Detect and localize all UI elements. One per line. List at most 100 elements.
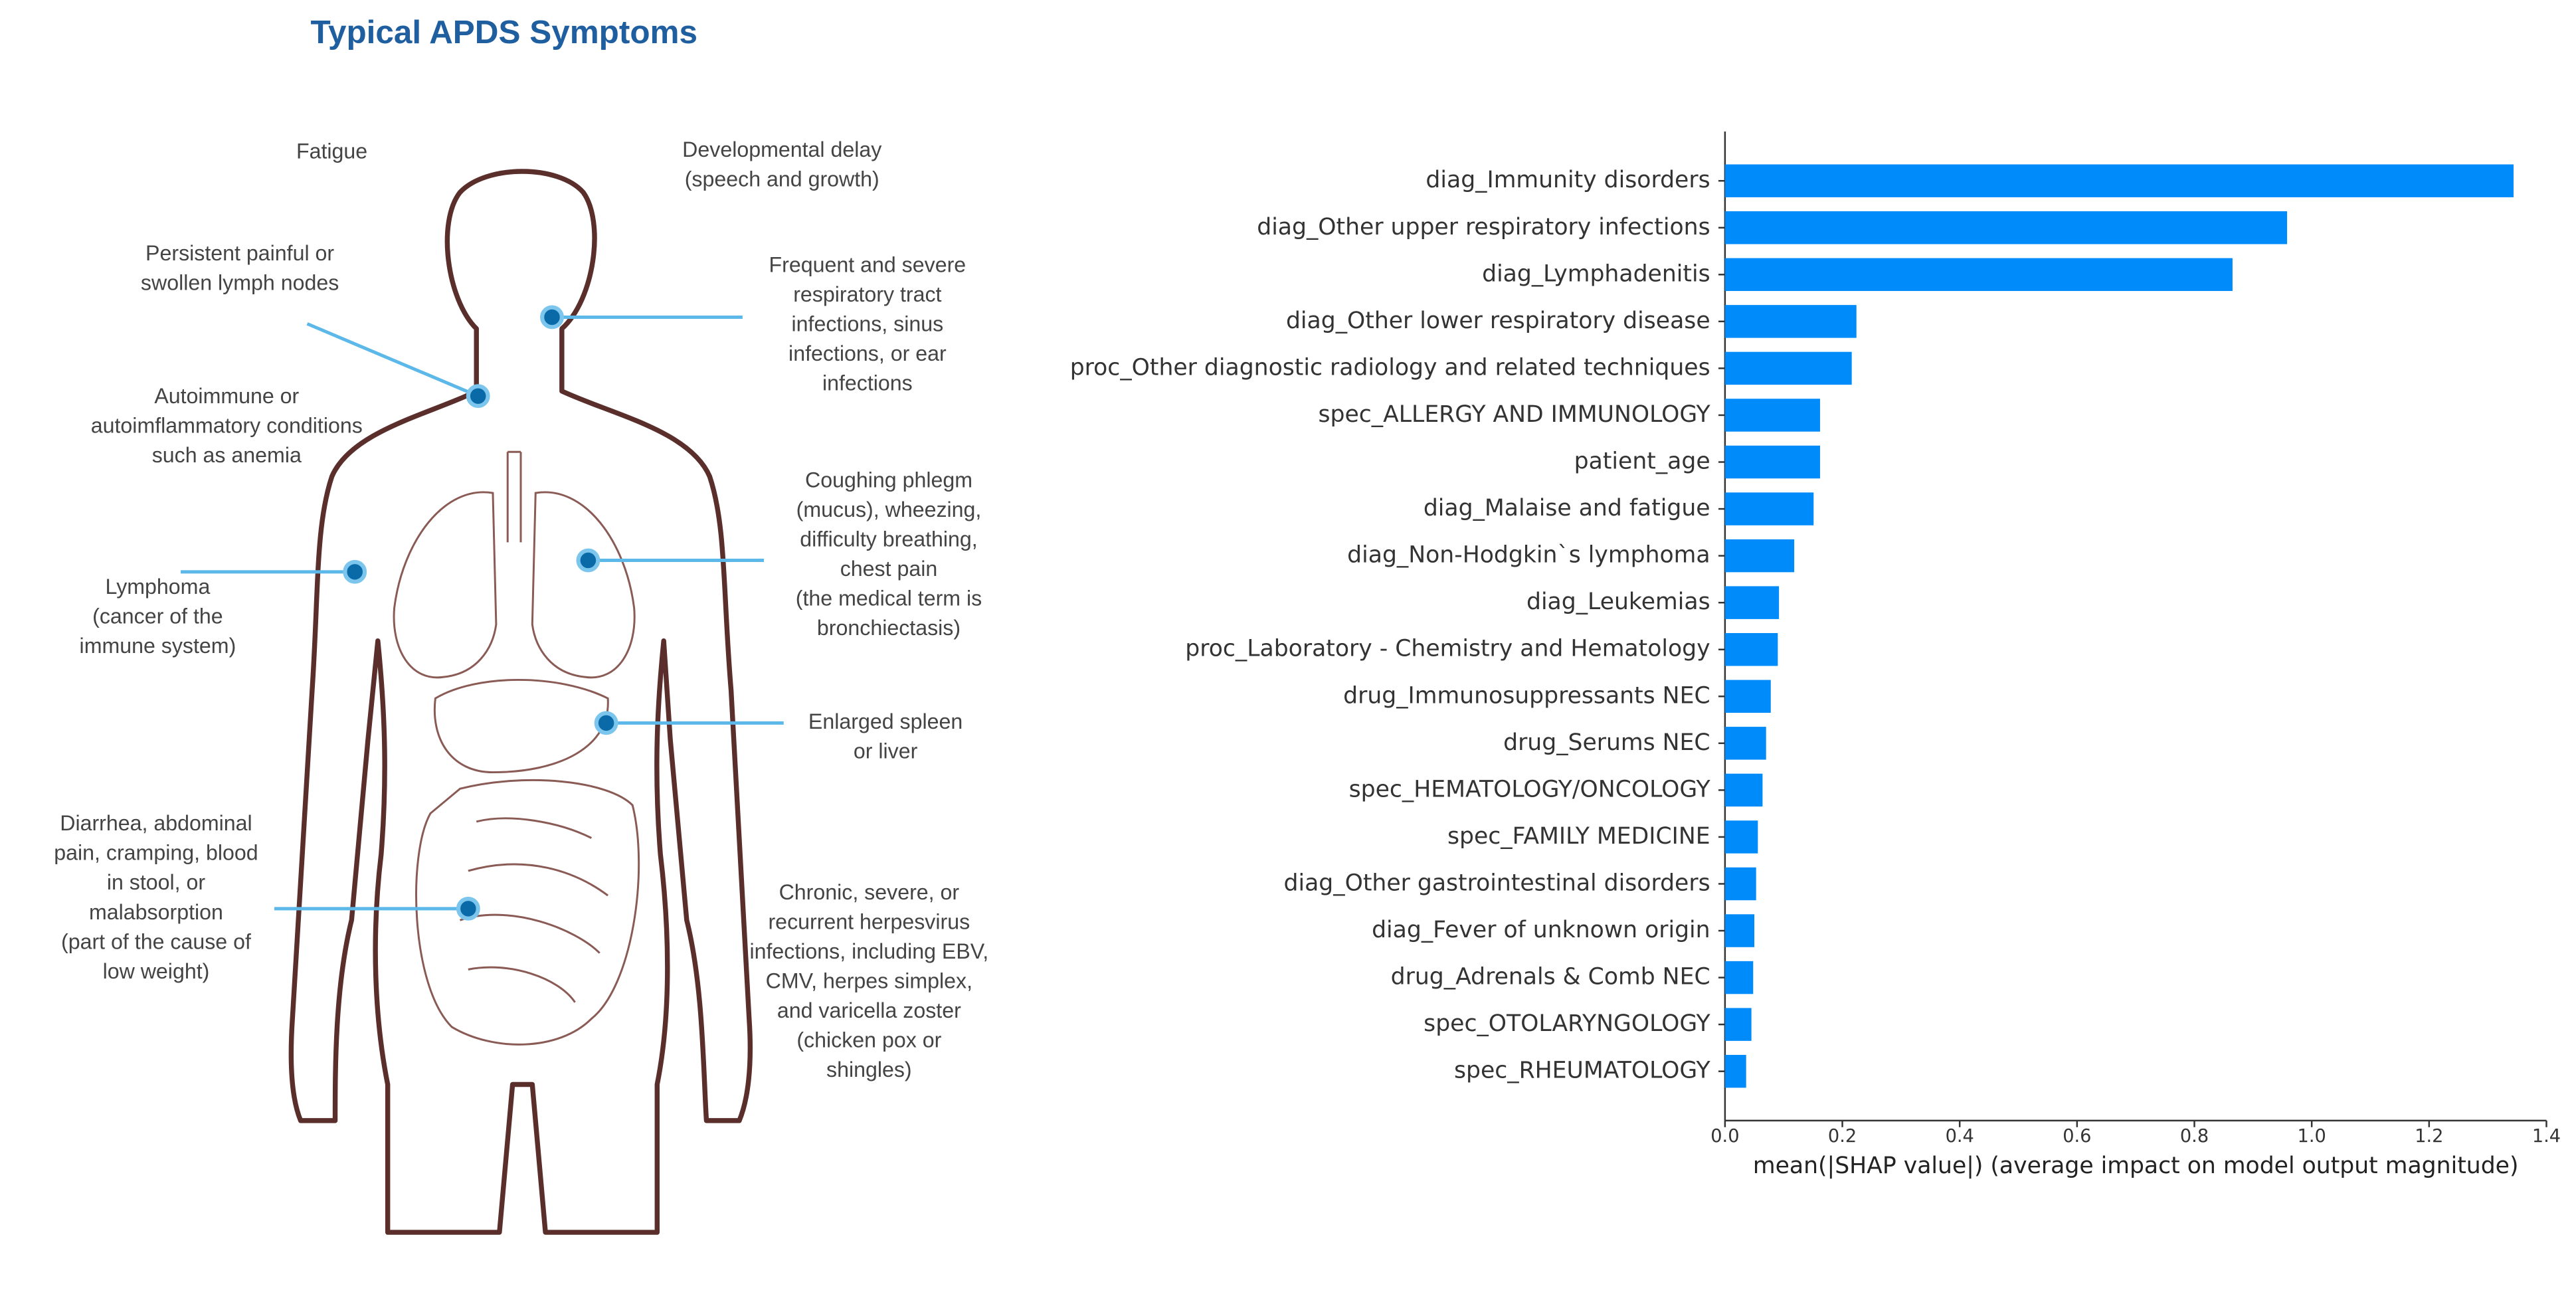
symptom-label: Fatigue (296, 140, 367, 163)
x-tick-label: 1.2 (2415, 1126, 2443, 1147)
bar (1724, 445, 1820, 479)
pointer-dot (540, 305, 564, 329)
x-tick-label: 0.8 (2180, 1126, 2209, 1147)
pointer-dot (594, 711, 618, 735)
bar (1724, 351, 1852, 385)
y-tick-label: drug_Adrenals & Comb NEC (1391, 964, 1710, 990)
pointer-dot (343, 559, 367, 584)
symptom-label: or liver (854, 739, 918, 763)
symptom-label: Lymphoma (106, 575, 211, 599)
symptom-label: (the medical term is (796, 586, 982, 610)
pointers (181, 305, 784, 921)
y-tick-label: drug_Serums NEC (1503, 729, 1710, 756)
bar (1724, 258, 2233, 292)
bar (1724, 914, 1755, 947)
symptom-label: immune system) (80, 634, 236, 658)
left-lung (393, 491, 498, 679)
organs (393, 450, 640, 1046)
x-tick-label: 0.6 (2063, 1126, 2091, 1147)
symptom-label: respiratory tract (793, 282, 941, 306)
y-tick-label: spec_HEMATOLOGY/ONCOLOGY (1349, 776, 1711, 802)
symptom-label: Coughing phlegm (805, 468, 972, 492)
bar (1724, 305, 1857, 338)
symptom-label: Persistent painful or (145, 241, 334, 265)
bar (1724, 820, 1758, 854)
right-lung (531, 491, 636, 679)
symptom-label: low weight) (103, 959, 210, 983)
symptom-label: Enlarged spleen (808, 709, 963, 733)
symptom-label: swollen lymph nodes (141, 271, 339, 295)
symptom-label: Frequent and severe (769, 252, 966, 276)
x-tick-label: 0.2 (1828, 1126, 1857, 1147)
bar (1724, 492, 1814, 525)
symptom-label: pain, cramping, blood (54, 841, 258, 865)
symptom-label: such as anemia (152, 443, 302, 467)
symptom-label: autoimflammatory conditions (91, 414, 363, 438)
y-tick-label: diag_Other upper respiratory infections (1257, 214, 1710, 240)
intestines (415, 779, 640, 1046)
y-tick-label: diag_Lymphadenitis (1482, 260, 1710, 287)
bar (1724, 727, 1766, 760)
y-tick-label: spec_ALLERGY AND IMMUNOLOGY (1318, 401, 1710, 428)
symptom-label: in stool, or (107, 870, 206, 894)
diagram-title: Typical APDS Symptoms (310, 14, 697, 50)
symptom-label: infections, including EBV, (749, 939, 988, 963)
diagram: Typical APDS Symptoms (181, 14, 784, 1235)
bar (1724, 961, 1754, 994)
pointer-dot (456, 896, 480, 921)
symptom-label: difficulty breathing, (800, 527, 977, 551)
symptom-label: Developmental delay (682, 138, 881, 161)
x-axis-label: mean(|SHAP value|) (average impact on mo… (1753, 1153, 2519, 1179)
symptom-label: bronchiectasis) (817, 616, 961, 640)
bar (1724, 867, 1756, 901)
y-tick-label: proc_Other diagnostic radiology and rela… (1070, 354, 1710, 381)
pointer-dot (466, 384, 490, 409)
trachea (506, 450, 522, 543)
symptom-label: (mucus), wheezing, (796, 498, 982, 521)
symptom-label: malabsorption (89, 900, 223, 924)
symptom-label: (part of the cause of (61, 929, 251, 953)
x-tick-label: 0.4 (1946, 1126, 1974, 1147)
x-tick-label: 0.0 (1710, 1126, 1739, 1147)
symptom-label: infections, or ear (788, 341, 947, 365)
bar (1724, 1008, 1752, 1041)
symptom-label: shingles) (826, 1058, 912, 1081)
bar (1724, 211, 2288, 244)
y-tick-label: spec_FAMILY MEDICINE (1447, 823, 1710, 850)
symptom-label: chest pain (840, 557, 938, 581)
symptom-label: (chicken pox or (796, 1028, 941, 1052)
y-tick-label: diag_Other gastrointestinal disorders (1284, 870, 1710, 896)
y-tick-label: drug_Immunosuppressants NEC (1343, 682, 1710, 709)
bar (1724, 399, 1820, 432)
symptom-label: Autoimmune or (154, 384, 299, 408)
symptom-label: (speech and growth) (685, 167, 879, 191)
bar (1724, 586, 1780, 619)
liver (433, 679, 609, 774)
symptom-label: recurrent herpesvirus (768, 910, 970, 934)
symptom-label: infections (822, 371, 913, 395)
y-tick-label: spec_OTOLARYNGOLOGY (1424, 1010, 1710, 1037)
symptom-label: (cancer of the (92, 605, 223, 628)
pointer-dot (576, 548, 600, 573)
y-tick-label: proc_Laboratory - Chemistry and Hematolo… (1185, 636, 1710, 662)
y-tick-label: diag_Leukemias (1526, 589, 1710, 615)
y-tick-label: diag_Immunity disorders (1426, 167, 1710, 193)
pointer-line (306, 322, 479, 398)
y-tick-label: patient_age (1574, 448, 1710, 475)
symptom-label: infections, sinus (792, 312, 944, 335)
y-tick-label: diag_Other lower respiratory disease (1286, 308, 1710, 334)
symptom-label: Diarrhea, abdominal (60, 811, 252, 835)
y-tick-label: diag_Fever of unknown origin (1372, 917, 1710, 943)
symptom-label: CMV, herpes simplex, (766, 969, 972, 993)
bar (1724, 164, 2514, 197)
bar (1724, 632, 1778, 666)
y-tick-label: diag_Malaise and fatigue (1424, 495, 1710, 521)
x-tick-label: 1.0 (2298, 1126, 2326, 1147)
y-tick-label: spec_RHEUMATOLOGY (1454, 1058, 1711, 1084)
x-tick-label: 1.4 (2532, 1126, 2561, 1147)
bar (1724, 539, 1795, 573)
y-tick-label: diag_Non-Hodgkin`s lymphoma (1347, 542, 1710, 569)
body-outline (288, 169, 753, 1235)
symptom-label: and varicella zoster (777, 998, 961, 1022)
